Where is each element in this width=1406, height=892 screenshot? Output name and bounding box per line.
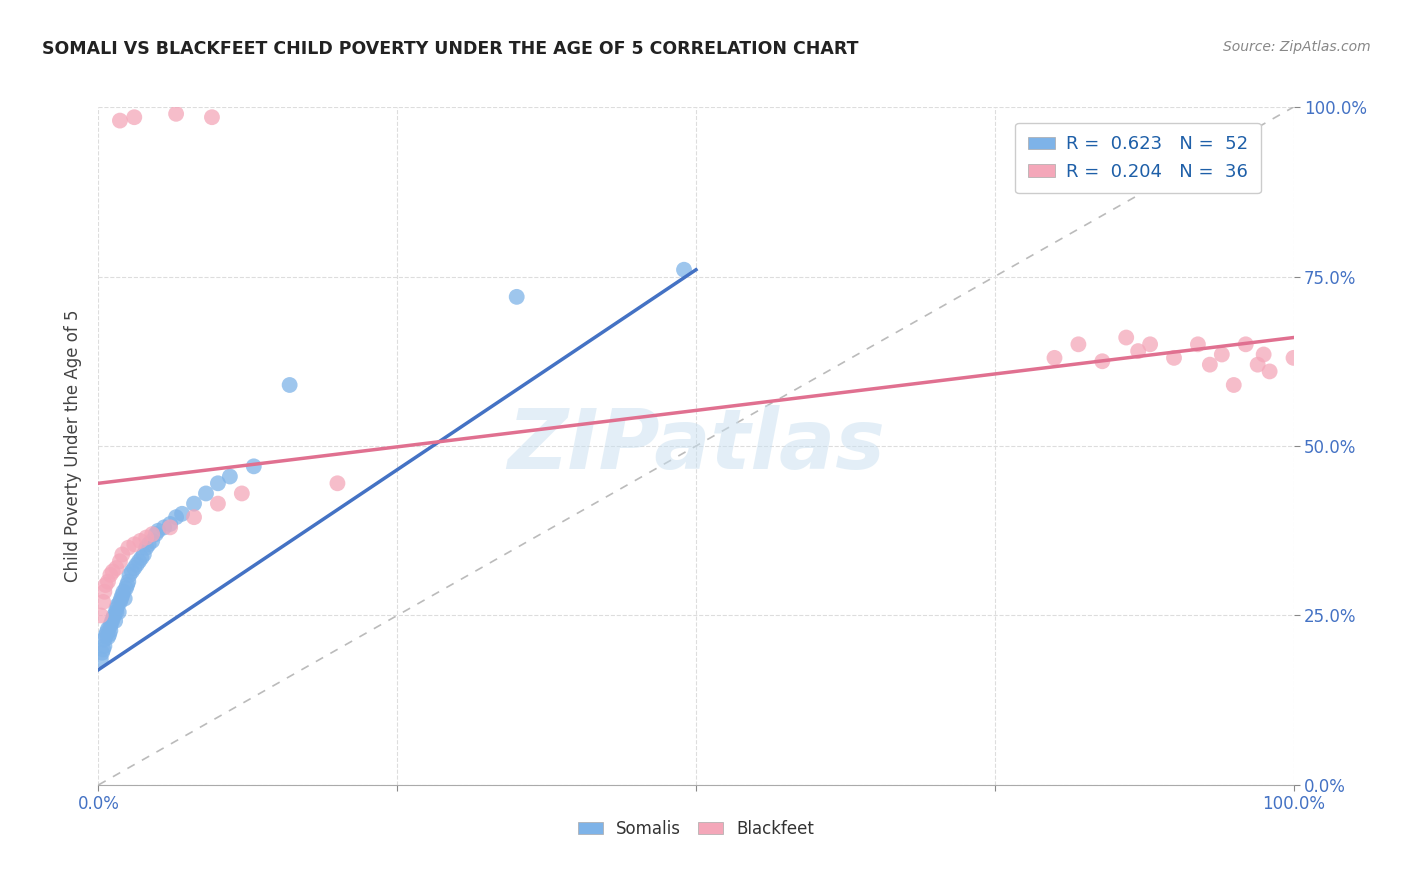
Point [98, 624, 122, 638]
Point [100, 615, 122, 630]
Point [112, 584, 135, 599]
Point [172, 507, 194, 521]
Point [141, 527, 163, 541]
Point [124, 537, 146, 551]
Point [673, 262, 696, 277]
Point [231, 486, 253, 500]
Point [103, 608, 125, 623]
Point [114, 591, 136, 606]
Point [195, 486, 218, 500]
Point [98, 618, 122, 632]
Point [148, 524, 170, 538]
Point [94, 629, 117, 643]
Point [107, 605, 129, 619]
Point [165, 510, 187, 524]
Point [1199, 358, 1222, 372]
Point [132, 548, 155, 562]
Point [183, 497, 205, 511]
Point [125, 558, 148, 572]
Point [183, 510, 205, 524]
Point [159, 516, 181, 531]
Point [1258, 364, 1281, 378]
Point [108, 113, 131, 128]
Point [1223, 378, 1246, 392]
Point [1211, 347, 1233, 361]
Point [506, 290, 529, 304]
Point [129, 533, 152, 548]
Point [117, 574, 139, 589]
Point [145, 527, 167, 541]
Point [207, 497, 229, 511]
Point [243, 459, 266, 474]
Point [153, 520, 176, 534]
Point [326, 476, 349, 491]
Point [105, 605, 128, 619]
Point [135, 541, 157, 555]
Point [118, 567, 141, 582]
Legend: Somalis, Blackfeet: Somalis, Blackfeet [571, 814, 821, 845]
Text: Source: ZipAtlas.com: Source: ZipAtlas.com [1223, 40, 1371, 54]
Point [159, 520, 181, 534]
Point [97, 574, 120, 589]
Text: ZIPatlas: ZIPatlas [508, 406, 884, 486]
Point [1253, 347, 1275, 361]
Point [1115, 330, 1137, 344]
Point [131, 550, 153, 565]
Y-axis label: Child Poverty Under the Age of 5: Child Poverty Under the Age of 5 [65, 310, 83, 582]
Point [111, 588, 134, 602]
Point [98, 567, 122, 582]
Point [105, 601, 128, 615]
Point [96, 625, 118, 640]
Point [138, 537, 160, 551]
Point [91, 595, 114, 609]
Point [165, 107, 187, 121]
Point [1234, 337, 1257, 351]
Point [91, 646, 114, 660]
Point [94, 578, 117, 592]
Point [90, 608, 112, 623]
Point [115, 578, 138, 592]
Point [108, 554, 131, 568]
Point [128, 554, 150, 568]
Point [135, 531, 157, 545]
Point [93, 639, 115, 653]
Point [124, 110, 146, 124]
Point [115, 582, 138, 596]
Point [121, 565, 143, 579]
Point [207, 476, 229, 491]
Point [201, 110, 224, 124]
Point [97, 630, 120, 644]
Point [101, 565, 124, 579]
Point [97, 622, 120, 636]
Point [1043, 351, 1066, 365]
Point [1091, 354, 1114, 368]
Point [278, 378, 301, 392]
Point [219, 469, 242, 483]
Point [110, 591, 132, 606]
Point [91, 642, 114, 657]
Text: SOMALI VS BLACKFEET CHILD POVERTY UNDER THE AGE OF 5 CORRELATION CHART: SOMALI VS BLACKFEET CHILD POVERTY UNDER … [42, 40, 859, 58]
Point [111, 548, 134, 562]
Point [124, 561, 146, 575]
Point [1247, 358, 1270, 372]
Point [1187, 337, 1209, 351]
Point [105, 561, 128, 575]
Point [101, 612, 124, 626]
Point [108, 595, 131, 609]
Point [117, 541, 139, 555]
Point [1067, 337, 1090, 351]
Point [1163, 351, 1185, 365]
Point [141, 533, 163, 548]
Point [90, 652, 112, 666]
Point [107, 599, 129, 613]
Point [1128, 344, 1150, 359]
Point [93, 632, 115, 647]
Point [93, 584, 115, 599]
Point [104, 614, 127, 628]
Point [98, 627, 121, 641]
Point [1139, 337, 1161, 351]
Point [1282, 351, 1305, 365]
